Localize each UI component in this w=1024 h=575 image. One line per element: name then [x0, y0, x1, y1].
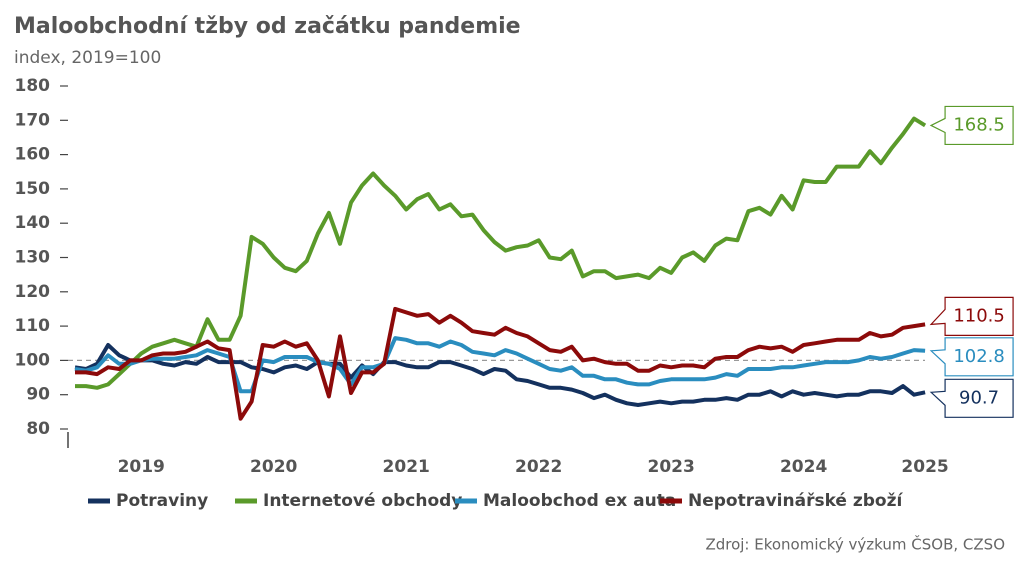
series-line [74, 343, 926, 407]
value-label: 102.8 [953, 346, 1005, 367]
x-tick-label: 2023 [647, 457, 694, 477]
x-tick-label: 2025 [901, 457, 948, 477]
value-label: 110.5 [953, 305, 1005, 326]
x-tick-label: 2020 [250, 457, 297, 477]
series-line [74, 336, 926, 394]
callout-box [929, 296, 1014, 336]
legend-label: Nepotravinářské zboží [688, 491, 904, 511]
value-label: 168.5 [953, 114, 1005, 135]
y-tick-label: 170 [15, 110, 51, 130]
x-tick-label: 2024 [780, 457, 827, 477]
callout-box [929, 378, 1014, 418]
y-tick-label: 150 [15, 179, 51, 199]
legend-label: Maloobchod ex auta [483, 491, 676, 511]
chart-subtitle: index, 2019=100 [14, 48, 161, 68]
y-tick-label: 130 [15, 248, 51, 268]
callout-box [929, 105, 1014, 146]
y-tick-label: 120 [15, 282, 51, 302]
chart-title: Maloobchodní tžby od začátku pandemie [14, 14, 521, 39]
series-line [75, 116, 927, 390]
callout-box [929, 337, 1014, 377]
source: Zdroj: Ekonomický výzkum ČSOB, CZSO [705, 535, 1005, 554]
x-tick-label: 2019 [118, 457, 165, 477]
x-tick-label: 2022 [515, 457, 562, 477]
y-tick-label: 140 [15, 213, 51, 233]
y-tick-label: 90 [26, 385, 50, 405]
series-line [75, 306, 926, 421]
legend-label: Potraviny [116, 491, 208, 511]
y-tick-label: 100 [15, 350, 51, 370]
x-tick-label: 2021 [383, 457, 430, 477]
y-tick-label: 160 [15, 145, 51, 165]
legend-label: Internetové obchody [263, 491, 462, 511]
value-label: 90.7 [959, 387, 999, 408]
y-tick-label: 110 [15, 316, 51, 336]
y-tick-label: 180 [15, 76, 51, 96]
y-tick-label: 80 [26, 419, 50, 439]
